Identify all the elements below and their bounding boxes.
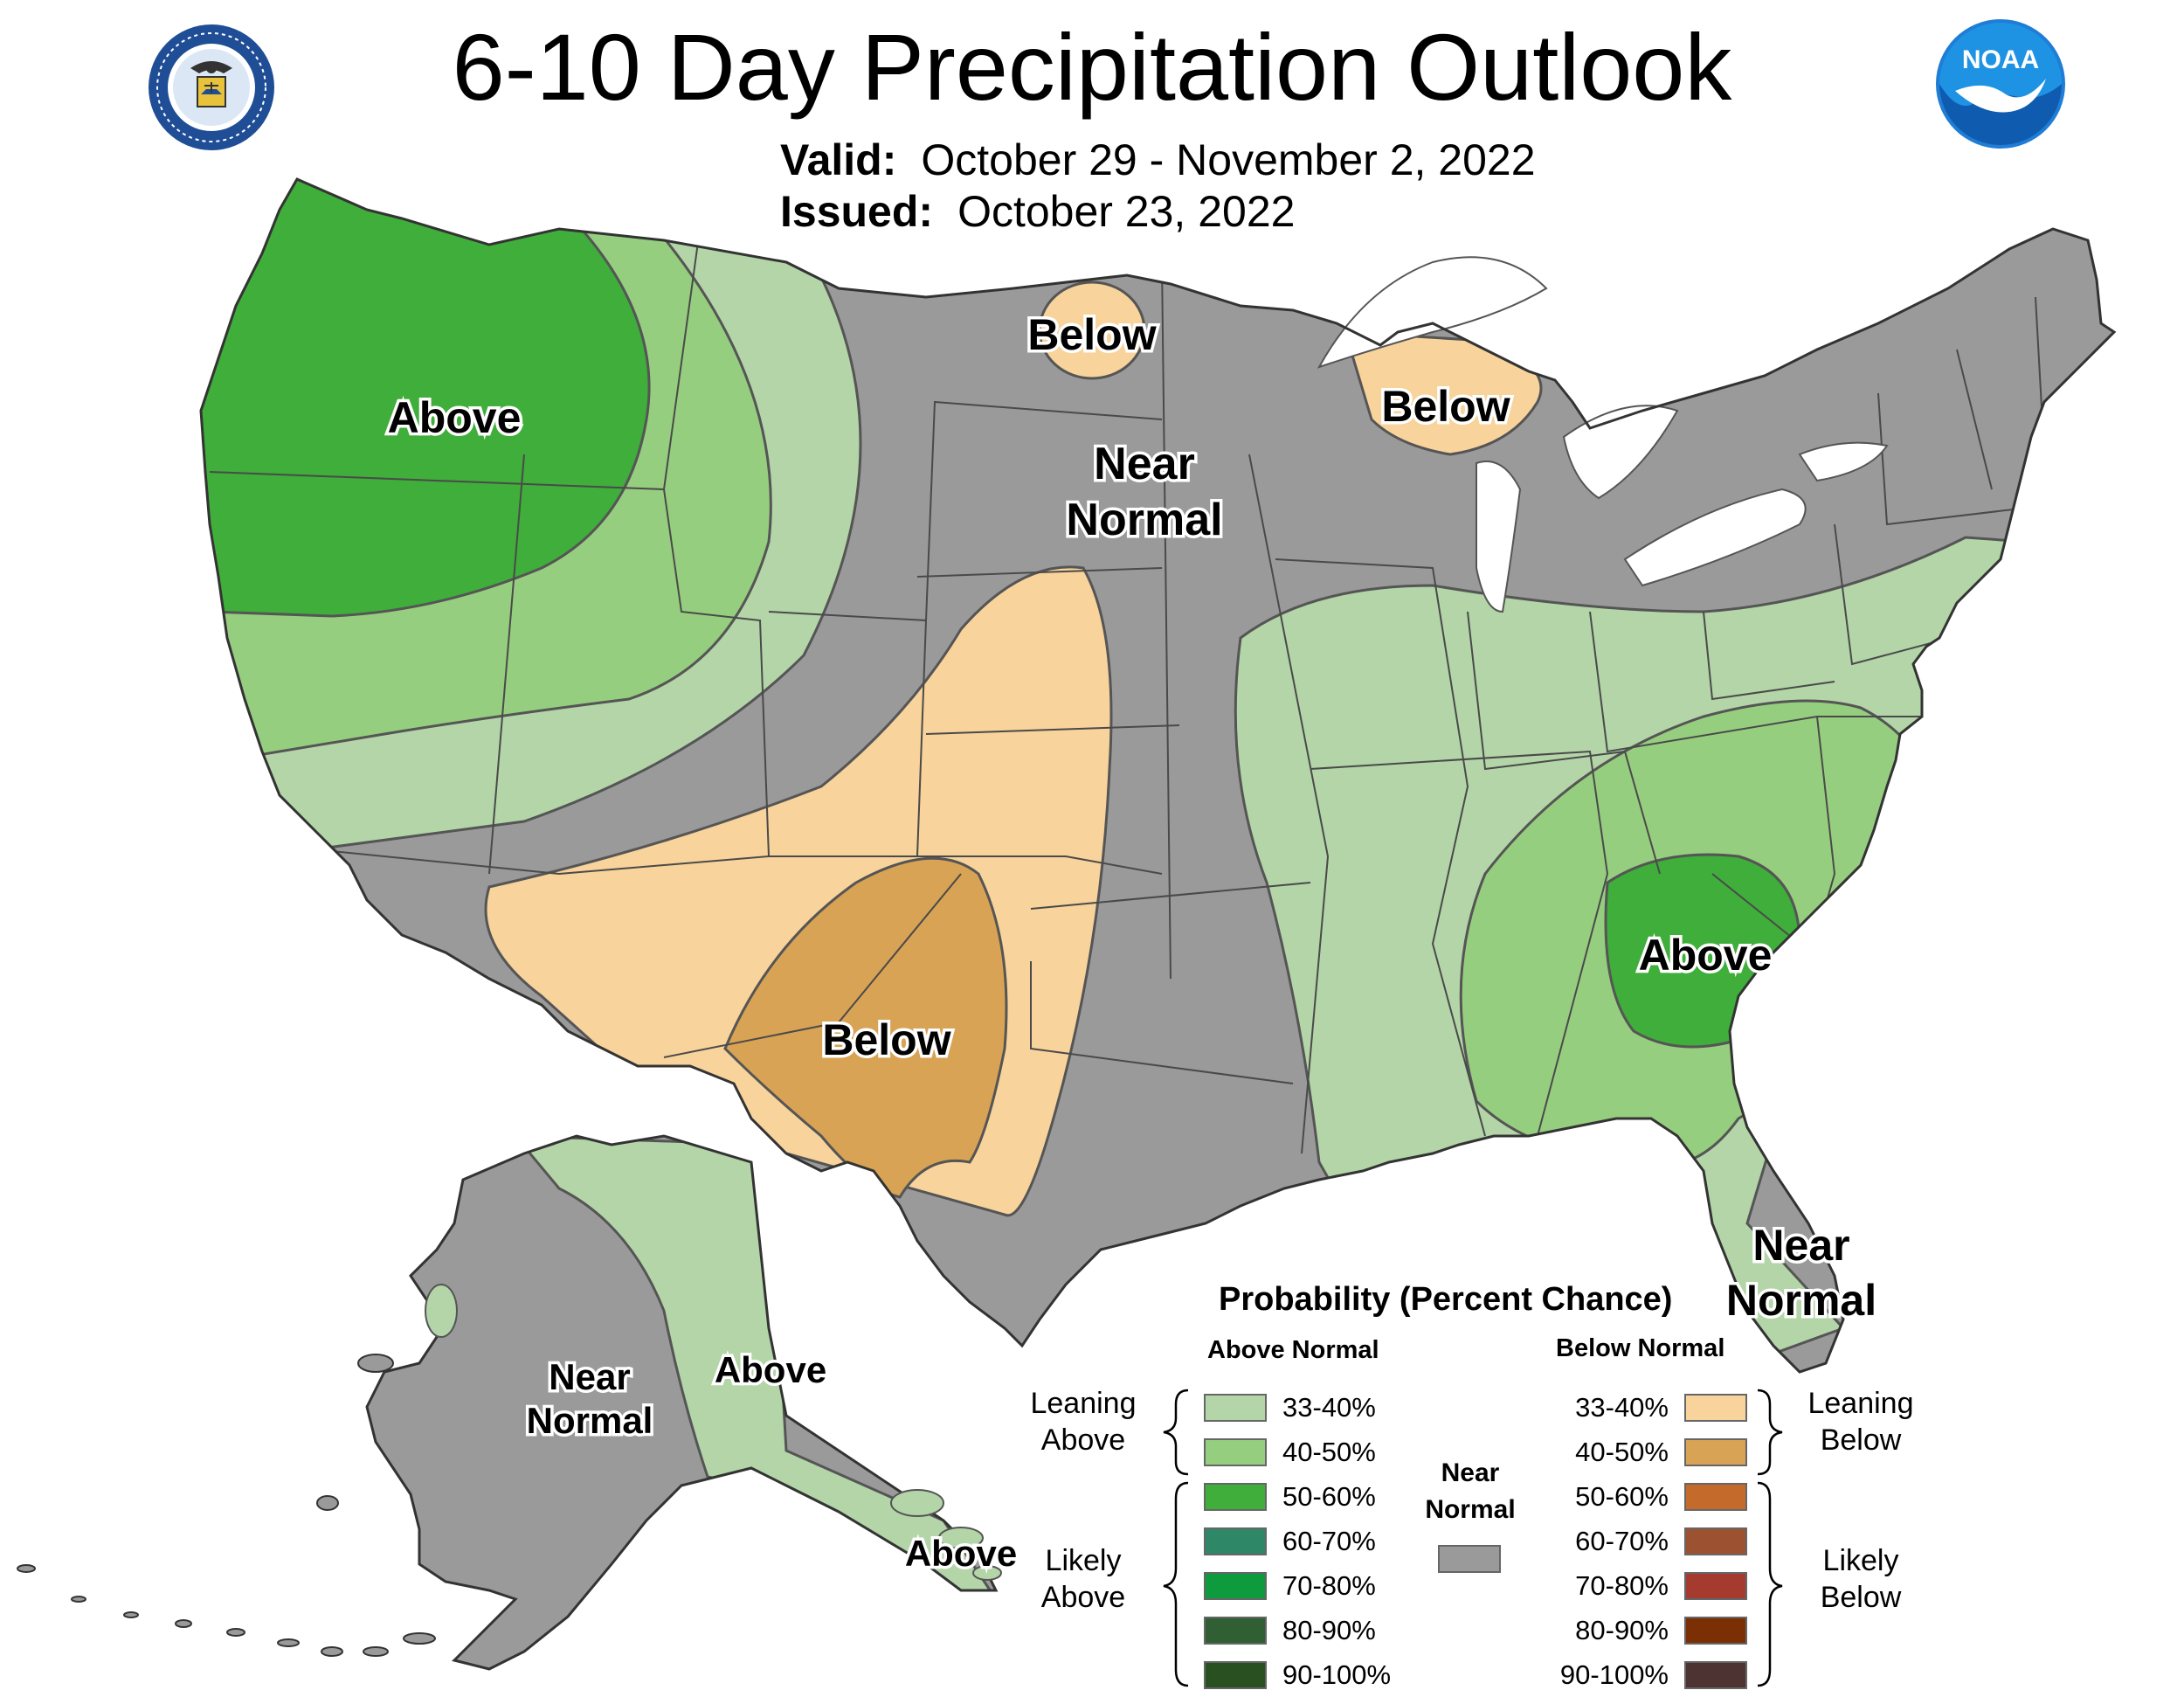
legend-below-label: 80-90%	[1575, 1614, 1669, 1645]
legend-above-label: 70-80%	[1282, 1569, 1376, 1601]
legend-above-label: 60-70%	[1282, 1525, 1376, 1556]
legend-above-row: 50-60%	[1204, 1474, 1405, 1519]
legend-below-swatch	[1684, 1527, 1747, 1555]
legend-leaning-above-label: Leaning Above	[1005, 1385, 1162, 1458]
issued-label: Issued:	[780, 187, 934, 236]
legend-near-normal-label: Near Normal	[1413, 1455, 1527, 1528]
legend-leaning-above-1: Leaning	[1030, 1387, 1137, 1420]
legend-above-swatch	[1204, 1616, 1267, 1645]
legend-below-label: 60-70%	[1575, 1525, 1669, 1556]
label-florida-near: Near	[1752, 1221, 1849, 1270]
legend-above-swatch	[1204, 1660, 1267, 1689]
legend-below-label: 33-40%	[1575, 1391, 1669, 1423]
valid-label: Valid:	[780, 135, 897, 184]
legend-below-row: 33-40%	[1511, 1385, 1747, 1430]
legend-above-swatches: 33-40% 40-50% 50-60% 60-70% 70-80% 80-90% 90-1…	[1204, 1385, 1405, 1697]
legend-below-braces	[1757, 1389, 1783, 1687]
legend-above-header: Above Normal	[1207, 1336, 1379, 1364]
legend-below-label: 40-50%	[1575, 1436, 1669, 1467]
valid-row: Valid: October 29 - November 2, 2022	[780, 134, 1536, 186]
legend-below-row: 40-50%	[1511, 1430, 1747, 1474]
legend-leaning-below-2: Below	[1820, 1423, 1902, 1457]
valid-dates: October 29 - November 2, 2022	[921, 135, 1536, 184]
legend-below-swatch	[1684, 1616, 1747, 1645]
legend-likely-below-1: Likely	[1822, 1544, 1899, 1577]
legend-likely-below-2: Below	[1820, 1581, 1902, 1614]
label-mi-below: Below	[1381, 382, 1510, 431]
legend-above-label: 90-100%	[1282, 1659, 1392, 1690]
legend-above-row: 70-80%	[1204, 1563, 1405, 1608]
panhandle-islands	[425, 1284, 1002, 1581]
legend-above-row: 60-70%	[1204, 1519, 1405, 1563]
legend-below-swatch	[1684, 1660, 1747, 1689]
label-nd-below: Below	[1027, 310, 1156, 359]
legend-below-label: 50-60%	[1575, 1480, 1669, 1512]
great-lakes	[1317, 256, 1889, 613]
aleutian-islands	[17, 1354, 436, 1657]
noaa-text: NOAA	[1962, 45, 2039, 74]
label-alaska-near: Near	[549, 1356, 630, 1397]
nd-below-33-40	[1038, 281, 1146, 380]
legend-below-swatch	[1684, 1571, 1747, 1600]
sw-below-40-50	[723, 856, 1008, 1199]
legend-above-swatch	[1204, 1571, 1267, 1600]
legend-below-label: 70-80%	[1575, 1569, 1669, 1601]
label-southwest-below: Below	[822, 1015, 950, 1064]
legend-above-label: 50-60%	[1282, 1480, 1376, 1512]
legend-above-label: 33-40%	[1282, 1391, 1376, 1423]
legend-likely-below-label: Likely Below	[1782, 1542, 1939, 1616]
legend-above-row: 33-40%	[1204, 1385, 1405, 1430]
legend-below-swatches: 33-40% 40-50% 50-60% 60-70% 70-80% 80-90% 90-1…	[1511, 1385, 1747, 1697]
label-southeast-above: Above	[1639, 931, 1773, 980]
legend-likely-above-1: Likely	[1045, 1544, 1122, 1577]
legend-above-label: 40-50%	[1282, 1436, 1376, 1467]
legend-near-label-1: Near	[1441, 1458, 1500, 1487]
legend-below-header: Below Normal	[1556, 1334, 1725, 1362]
legend-above-braces	[1163, 1389, 1189, 1687]
label-florida-normal: Normal	[1726, 1276, 1876, 1325]
noaa-logo-icon: NOAA	[1936, 19, 2065, 149]
region-labels: Above Below Below Near Normal Below Abov…	[384, 308, 1880, 1577]
legend-above-row: 80-90%	[1204, 1608, 1405, 1652]
legend-below-row: 80-90%	[1511, 1608, 1747, 1652]
label-northwest-above: Above	[388, 393, 522, 442]
legend-above-label: 80-90%	[1282, 1614, 1376, 1645]
label-alaska-normal: Normal	[527, 1400, 653, 1441]
legend-below-row: 70-80%	[1511, 1563, 1747, 1608]
alaska-outline	[365, 1134, 999, 1671]
issued-date: October 23, 2022	[957, 187, 1296, 236]
legend-title: Probability (Percent Chance)	[1219, 1281, 1673, 1318]
legend-below-label: 90-100%	[1559, 1659, 1669, 1690]
alaska-map	[17, 1134, 1002, 1671]
label-central-near: Near	[1094, 439, 1195, 489]
legend-leaning-below-1: Leaning	[1807, 1387, 1914, 1420]
legend-leaning-below-label: Leaning Below	[1782, 1385, 1939, 1458]
legend-near-normal-swatch	[1438, 1545, 1501, 1573]
legend-above-swatch	[1204, 1437, 1267, 1466]
legend-likely-above-2: Above	[1040, 1581, 1126, 1614]
legend-below-row: 50-60%	[1511, 1474, 1747, 1519]
legend-below-swatch	[1684, 1437, 1747, 1466]
legend-above-row: 40-50%	[1204, 1430, 1405, 1474]
legend-above-row: 90-100%	[1204, 1652, 1405, 1697]
legend-below-swatch	[1684, 1393, 1747, 1422]
issued-row: Issued: October 23, 2022	[780, 185, 1295, 238]
conus-outline	[199, 177, 2117, 1374]
legend-likely-above-label: Likely Above	[1005, 1542, 1162, 1616]
legend-below-row: 90-100%	[1511, 1652, 1747, 1697]
department-of-commerce-seal-icon	[149, 24, 274, 150]
label-central-normal: Normal	[1066, 495, 1222, 545]
legend-leaning-above-2: Above	[1040, 1423, 1126, 1457]
legend-below-row: 60-70%	[1511, 1519, 1747, 1563]
state-boundaries	[209, 235, 2045, 1154]
legend-near-label-2: Normal	[1425, 1495, 1516, 1524]
page-title: 6-10 Day Precipitation Outlook	[452, 14, 1732, 120]
label-panhandle-above: Above	[905, 1533, 1017, 1574]
legend-above-swatch	[1204, 1527, 1267, 1555]
label-alaska-above: Above	[715, 1349, 826, 1390]
legend-above-swatch	[1204, 1393, 1267, 1422]
legend-above-swatch	[1204, 1482, 1267, 1511]
legend-below-swatch	[1684, 1482, 1747, 1511]
